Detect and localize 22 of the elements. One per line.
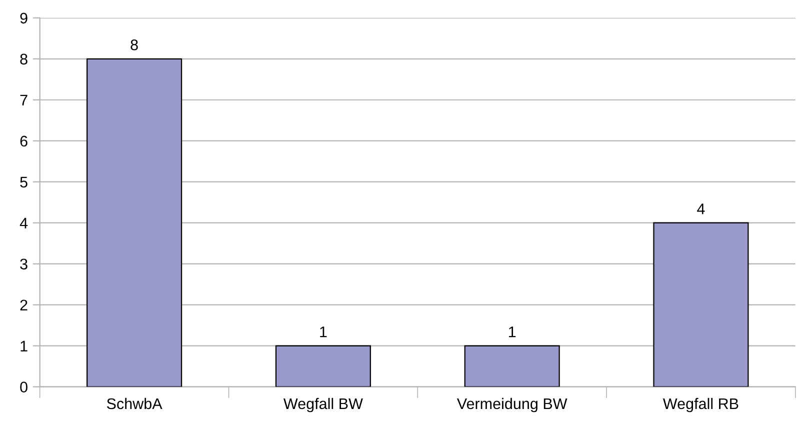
data-label: 8 (130, 39, 138, 50)
bar (653, 222, 749, 387)
y-tick-label: 5 (20, 176, 28, 188)
y-tick-label: 9 (20, 12, 28, 24)
y-tick-label: 6 (20, 136, 28, 147)
y-tick-label: 3 (20, 258, 28, 270)
y-tick-label: 4 (20, 218, 28, 228)
y-tick-label: 1 (20, 340, 28, 352)
y-tick-label: 2 (20, 300, 28, 310)
data-label: 4 (697, 204, 705, 214)
x-tick-label: Vermeidung BW (456, 398, 568, 412)
x-tick-label: SchwbA (106, 398, 162, 410)
y-tick-label: 7 (20, 94, 28, 106)
y-tick-label: 0 (20, 382, 28, 392)
bar (275, 345, 371, 387)
x-tick-label: Wegfall RB (662, 398, 738, 412)
x-tick-label: Wegfall BW (283, 398, 363, 412)
bar (464, 345, 560, 387)
bar (86, 58, 182, 387)
data-label: 1 (320, 326, 327, 338)
y-tick-label: 8 (20, 54, 28, 65)
data-label: 1 (508, 326, 516, 338)
